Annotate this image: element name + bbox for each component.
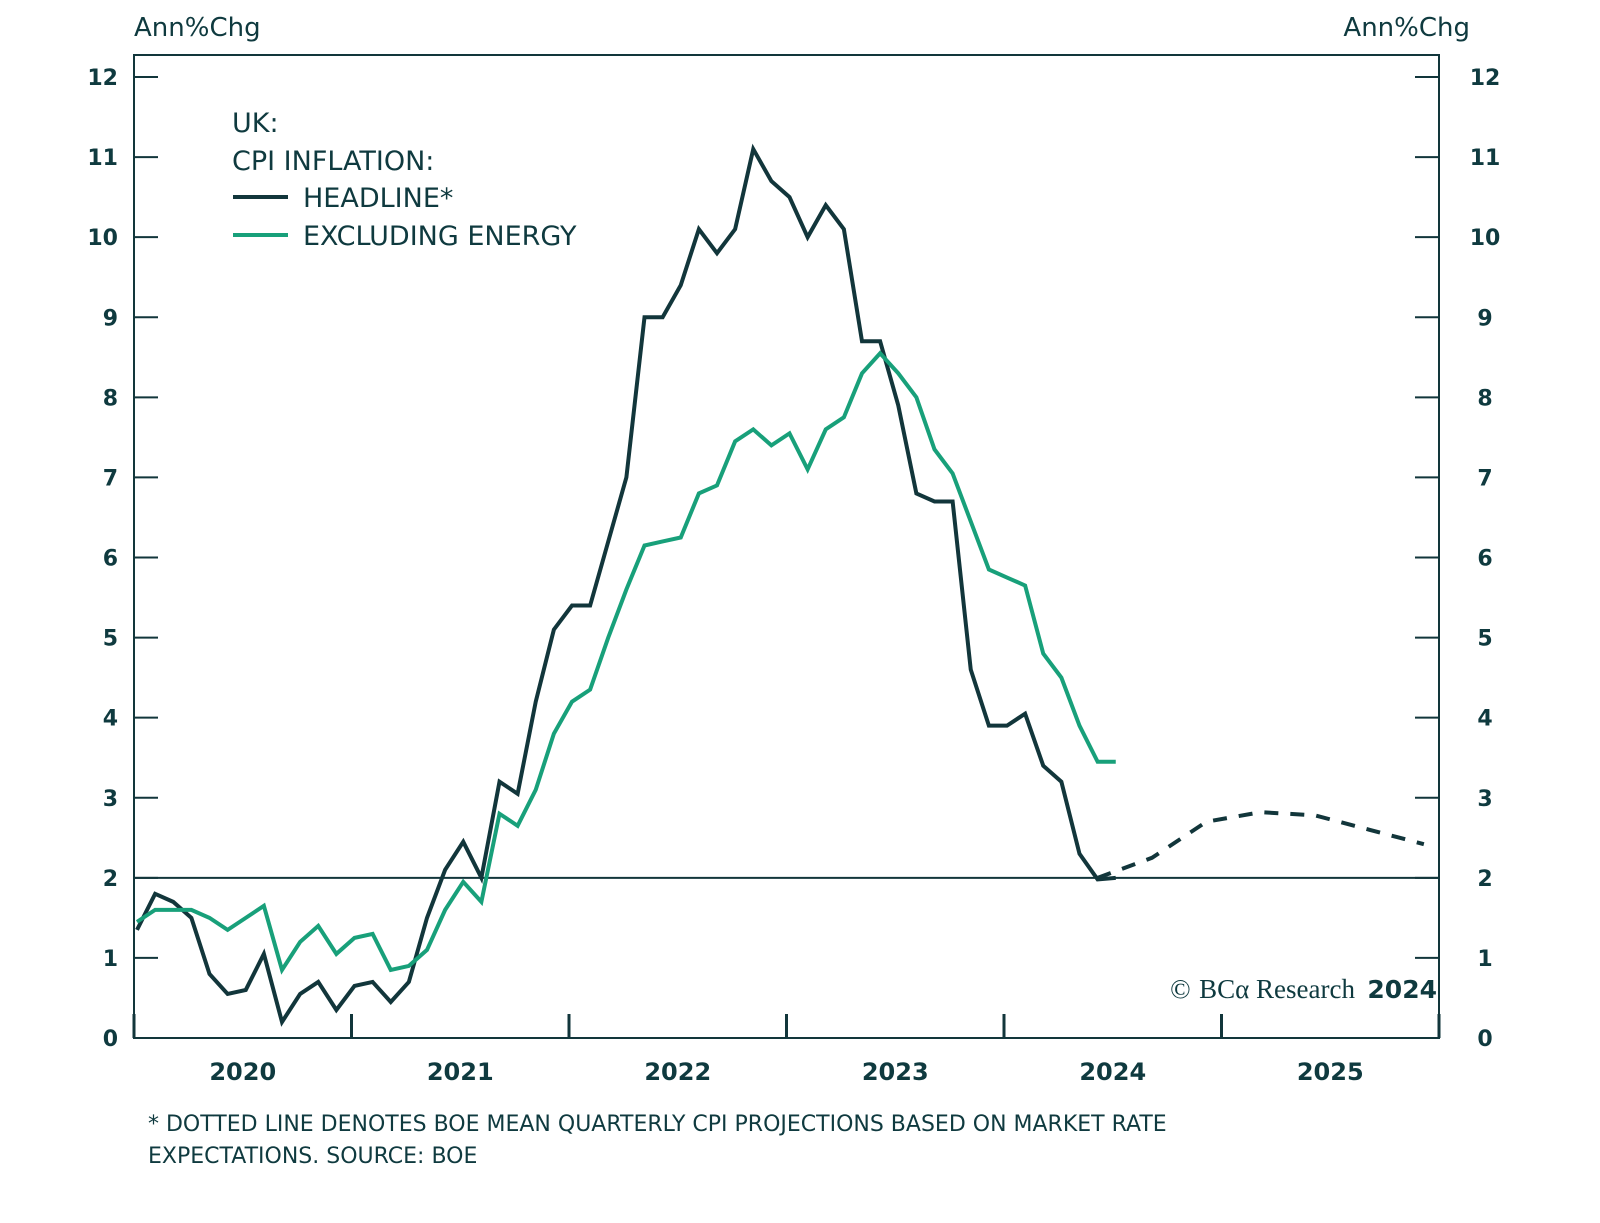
series-line-boe-projection bbox=[1096, 810, 1425, 880]
x-tick-label: 2020 bbox=[209, 1058, 276, 1086]
series-layer bbox=[135, 143, 1425, 1027]
left-y-tick-label: 12 bbox=[87, 66, 118, 91]
right-y-tick-label: 4 bbox=[1477, 707, 1492, 732]
x-tick-label: 2022 bbox=[644, 1058, 711, 1086]
left-y-tick-label: 9 bbox=[103, 306, 118, 331]
left-y-tick-label: 7 bbox=[103, 466, 118, 491]
copyright-brand: BCα Research bbox=[1199, 974, 1355, 1004]
right-y-tick-label: 5 bbox=[1477, 627, 1492, 652]
right-y-tick-label: 0 bbox=[1477, 1027, 1492, 1052]
legend: UK: CPI INFLATION: HEADLINE* EXCLUDING E… bbox=[232, 108, 577, 252]
right-y-tick-label: 10 bbox=[1470, 226, 1501, 251]
x-tick-label: 2023 bbox=[862, 1058, 929, 1086]
right-y-tick-label: 2 bbox=[1477, 867, 1492, 892]
left-y-tick-label: 6 bbox=[103, 547, 118, 572]
copyright-notice: © BCα Research 2024 bbox=[1170, 974, 1437, 1004]
left-y-tick-label: 3 bbox=[103, 787, 118, 812]
legend-title-line-1: UK: bbox=[232, 108, 279, 139]
x-tick-label: 2021 bbox=[427, 1058, 494, 1086]
left-y-tick-label: 0 bbox=[103, 1027, 118, 1052]
right-y-tick-label: 9 bbox=[1477, 306, 1492, 331]
x-tick-label: 2024 bbox=[1079, 1058, 1146, 1086]
left-y-tick-label: 4 bbox=[103, 707, 118, 732]
right-y-tick-label: 11 bbox=[1470, 146, 1501, 171]
right-y-tick-label: 8 bbox=[1477, 386, 1492, 411]
left-y-tick-label: 2 bbox=[103, 867, 118, 892]
footnote-line-2: EXPECTATIONS. SOURCE: BOE bbox=[148, 1144, 477, 1169]
left-y-tick-label: 5 bbox=[103, 627, 118, 652]
right-y-tick-label: 3 bbox=[1477, 787, 1492, 812]
x-tick-label: 2025 bbox=[1297, 1058, 1364, 1086]
right-y-tick-label: 12 bbox=[1470, 66, 1501, 91]
footnote-line-1: * DOTTED LINE DENOTES BOE MEAN QUARTERLY… bbox=[148, 1112, 1167, 1137]
copyright-year: 2024 bbox=[1367, 975, 1437, 1004]
right-y-tick-label: 7 bbox=[1477, 466, 1492, 491]
right-y-tick-label: 1 bbox=[1477, 947, 1492, 972]
left-y-tick-label: 1 bbox=[103, 947, 118, 972]
legend-label-excluding-energy: EXCLUDING ENERGY bbox=[303, 221, 577, 252]
right-axis-unit-label: Ann%Chg bbox=[1343, 13, 1470, 43]
left-y-tick-label: 8 bbox=[103, 386, 118, 411]
left-axis-unit-label: Ann%Chg bbox=[134, 13, 261, 43]
copyright-symbol: © bbox=[1170, 974, 1191, 1004]
right-y-tick-label: 6 bbox=[1477, 547, 1492, 572]
legend-title-line-2: CPI INFLATION: bbox=[232, 146, 434, 177]
left-y-tick-label: 10 bbox=[87, 226, 118, 251]
legend-label-headline: HEADLINE* bbox=[303, 183, 453, 214]
left-y-tick-label: 11 bbox=[87, 146, 118, 171]
